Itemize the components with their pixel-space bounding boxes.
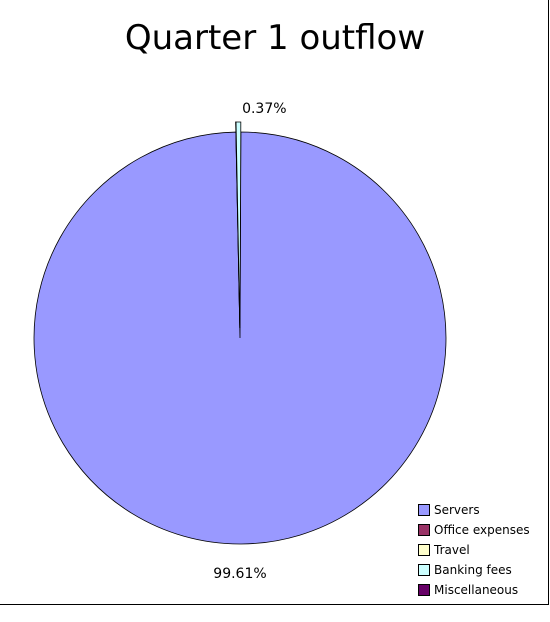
legend-label: Servers	[434, 503, 480, 517]
legend-label: Banking fees	[434, 563, 512, 577]
legend-label: Miscellaneous	[434, 583, 519, 597]
pie-slice-banking-fees	[235, 121, 242, 329]
legend-label: Office expenses	[434, 523, 530, 537]
chart-title: Quarter 1 outflow	[124, 18, 426, 58]
chart-frame: Quarter 1 outflow 99.61% 0.37% Servers Off…	[0, 0, 549, 605]
pie-slice-servers	[33, 131, 447, 545]
legend-swatch	[418, 544, 430, 556]
pie-chart: 99.61% 0.37%	[33, 101, 447, 582]
data-label-banking-fees: 0.37%	[242, 101, 286, 117]
legend-swatch	[418, 524, 430, 536]
legend-item-servers: Servers	[418, 500, 543, 520]
legend-item-miscellaneous: Miscellaneous	[418, 580, 543, 600]
legend-swatch	[418, 564, 430, 576]
chart-legend: Servers Office expenses Travel Banking fees…	[418, 500, 543, 604]
legend-label: Travel	[434, 543, 470, 557]
legend-swatch	[418, 584, 430, 596]
data-label-servers: 99.61%	[213, 566, 266, 582]
legend-item-travel: Travel	[418, 540, 543, 560]
legend-item-banking-fees: Banking fees	[418, 560, 543, 580]
legend-swatch	[418, 504, 430, 516]
legend-item-office-expenses: Office expenses	[418, 520, 543, 540]
